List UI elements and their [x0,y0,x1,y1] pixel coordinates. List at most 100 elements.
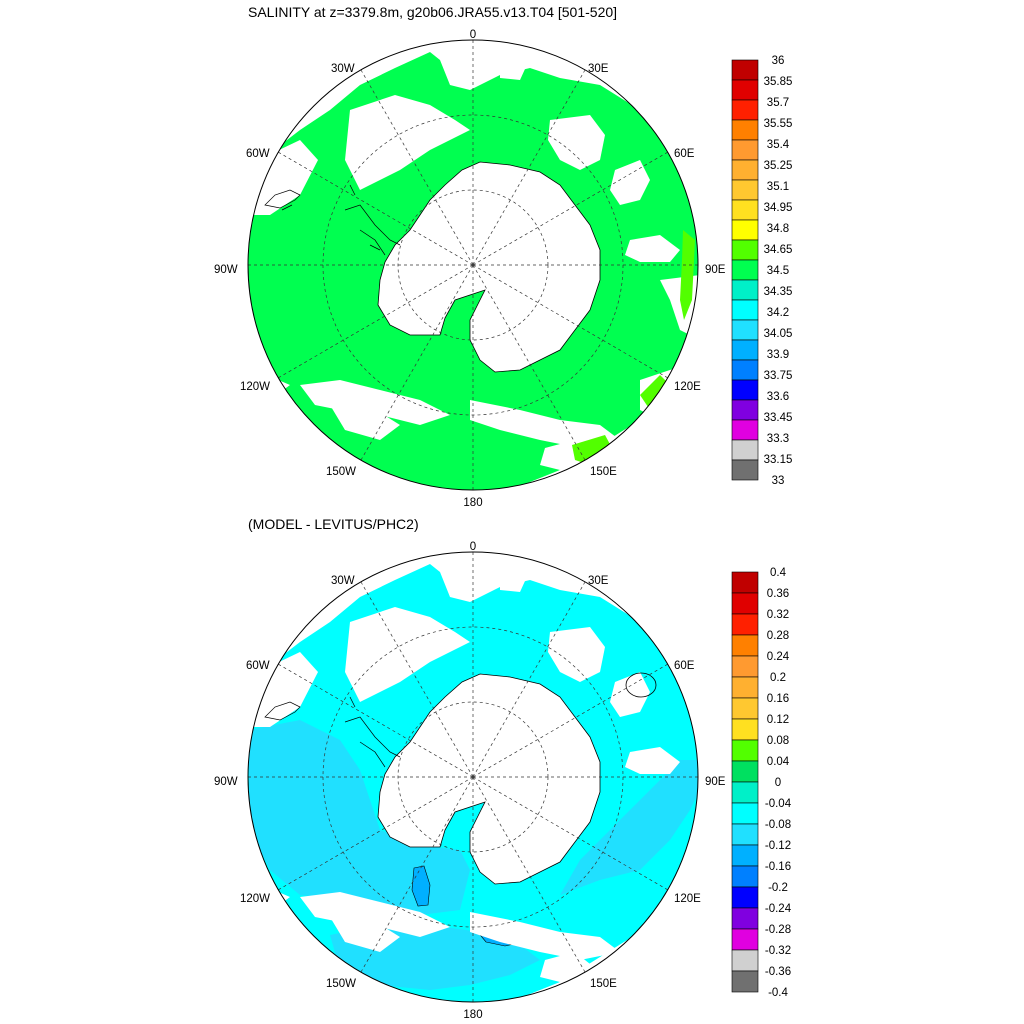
colorbar-swatch [731,419,759,441]
colorbar-swatch [731,139,759,161]
colorbar-level-label: -0.04 [765,798,792,810]
colorbar-swatch [731,634,759,657]
lon-label-30e: 30E [588,63,609,75]
lon-label-150w: 150W [326,978,356,990]
colorbar-level-label: -0.28 [765,924,791,936]
colorbar-level-label: 35.55 [764,118,793,130]
colorbar-level-label: 0.08 [767,735,789,747]
lon-label-120e: 120E [674,893,701,905]
colorbar-swatch [731,970,759,993]
colorbar-swatch [731,259,759,281]
colorbar-level-label: 34.95 [764,202,793,214]
colorbar-swatch [731,844,759,867]
colorbar-level-label: 0.28 [767,630,789,642]
lon-label-120e: 120E [674,381,701,393]
colorbar-level-label: 0.12 [767,714,789,726]
colorbar-swatch [731,613,759,636]
lon-label-150w: 150W [326,466,356,478]
colorbar-level-label: 35.85 [764,76,793,88]
colorbar-swatch [731,179,759,201]
colorbar-level-label: 0.4 [770,567,787,579]
lon-label-0: 0 [470,541,476,553]
colorbar-swatch [731,119,759,141]
lon-label-120w: 120W [240,893,270,905]
colorbar-swatch [731,739,759,762]
colorbar-swatch [731,886,759,909]
colorbar-swatch [731,459,759,481]
colorbar-swatch [731,159,759,181]
colorbar-level-label: 33.15 [764,454,793,466]
lon-label-60e: 60E [674,660,695,672]
colorbar-swatch [731,219,759,241]
colorbar-swatch [731,299,759,321]
colorbar-level-label: 33.45 [764,412,793,424]
colorbar-level-label: 36 [772,55,785,67]
lon-label-60e: 60E [674,148,695,160]
lon-label-0: 0 [470,29,476,41]
colorbar-level-label: 34.65 [764,244,793,256]
graticule [248,40,698,490]
lon-label-150e: 150E [590,466,617,478]
colorbar-level-label: 0.2 [770,672,786,684]
colorbar-swatch [731,697,759,720]
antarctica-continent [377,161,601,373]
colorbar-swatch [731,781,759,804]
colorbar-swatch [731,928,759,951]
colorbar-level-label: 34.05 [764,328,793,340]
colorbar-swatch [731,319,759,341]
colorbar-swatch [731,592,759,615]
colorbar-level-label: -0.4 [768,987,788,999]
colorbar-level-label: 0.36 [767,588,789,600]
lon-label-90e: 90E [705,776,726,788]
lon-label-90w: 90W [214,776,238,788]
colorbar-swatch [731,802,759,825]
colorbar-level-label: -0.32 [765,945,791,957]
colorbar-swatch [731,865,759,888]
antarctic-peninsula-bottom [344,696,401,768]
colorbar-swatch [731,239,759,261]
lon-label-120w: 120W [240,381,270,393]
polar-map-salinity: 0 30E 60E 90E 120E 150E 180 150W 120W 90… [214,29,726,509]
antarctica-continent-bottom [377,673,601,885]
lon-label-90e: 90E [705,264,726,276]
colorbar-swatch [731,823,759,846]
colorbar-level-label: 0.32 [767,609,789,621]
colorbar-swatch [731,655,759,678]
colorbar-level-label: -0.08 [765,819,791,831]
lon-label-150e: 150E [590,978,617,990]
antarctic-peninsula [344,184,401,256]
lon-label-60w: 60W [246,148,270,160]
colorbar-level-label: 35.7 [767,97,789,109]
colorbar-level-label: -0.2 [768,882,788,894]
map-boundary [247,39,699,491]
colorbar-level-label: 33.75 [764,370,793,382]
lon-label-180: 180 [463,1009,482,1021]
south-america-tip [264,189,301,211]
polar-map-difference: 0 30E 60E 90E 120E 150E 180 150W 120W 90… [214,541,726,1021]
colorbar-swatch [731,571,759,594]
colorbar-level-label: 35.25 [764,160,793,172]
colorbar-swatch [731,199,759,221]
lon-label-60w: 60W [246,660,270,672]
lon-label-30w: 30W [331,575,355,587]
colorbar-swatch [731,359,759,381]
colorbar-swatch [731,279,759,301]
colorbar-swatch [731,59,759,81]
longitude-labels-bottom: 0 30E 60E 90E 120E 150E 180 150W 120W 90… [214,541,726,1021]
longitude-labels: 0 30E 60E 90E 120E 150E 180 150W 120W 90… [214,29,726,509]
colorbar-swatch [731,718,759,741]
colorbar-salinity: 36 35.85 35.7 35.55 35.4 35.25 35.1 34.95 34.8 34… [731,55,793,487]
lon-label-30e: 30E [588,575,609,587]
lon-label-90w: 90W [214,264,238,276]
colorbar-swatch [731,99,759,121]
high-salinity-edge [572,230,695,465]
colorbar-level-label: 33.6 [767,391,789,403]
south-america-tip-bottom [264,701,301,721]
colorbar-swatch [731,907,759,930]
panel-title-salinity: SALINITY at z=3379.8m, g20b06.JRA55.v13.… [248,4,618,20]
colorbar-swatch [731,439,759,461]
map-boundary-bottom [247,551,699,1003]
colorbar-level-label: 34.2 [767,307,789,319]
colorbar-level-label: 35.1 [767,181,789,193]
